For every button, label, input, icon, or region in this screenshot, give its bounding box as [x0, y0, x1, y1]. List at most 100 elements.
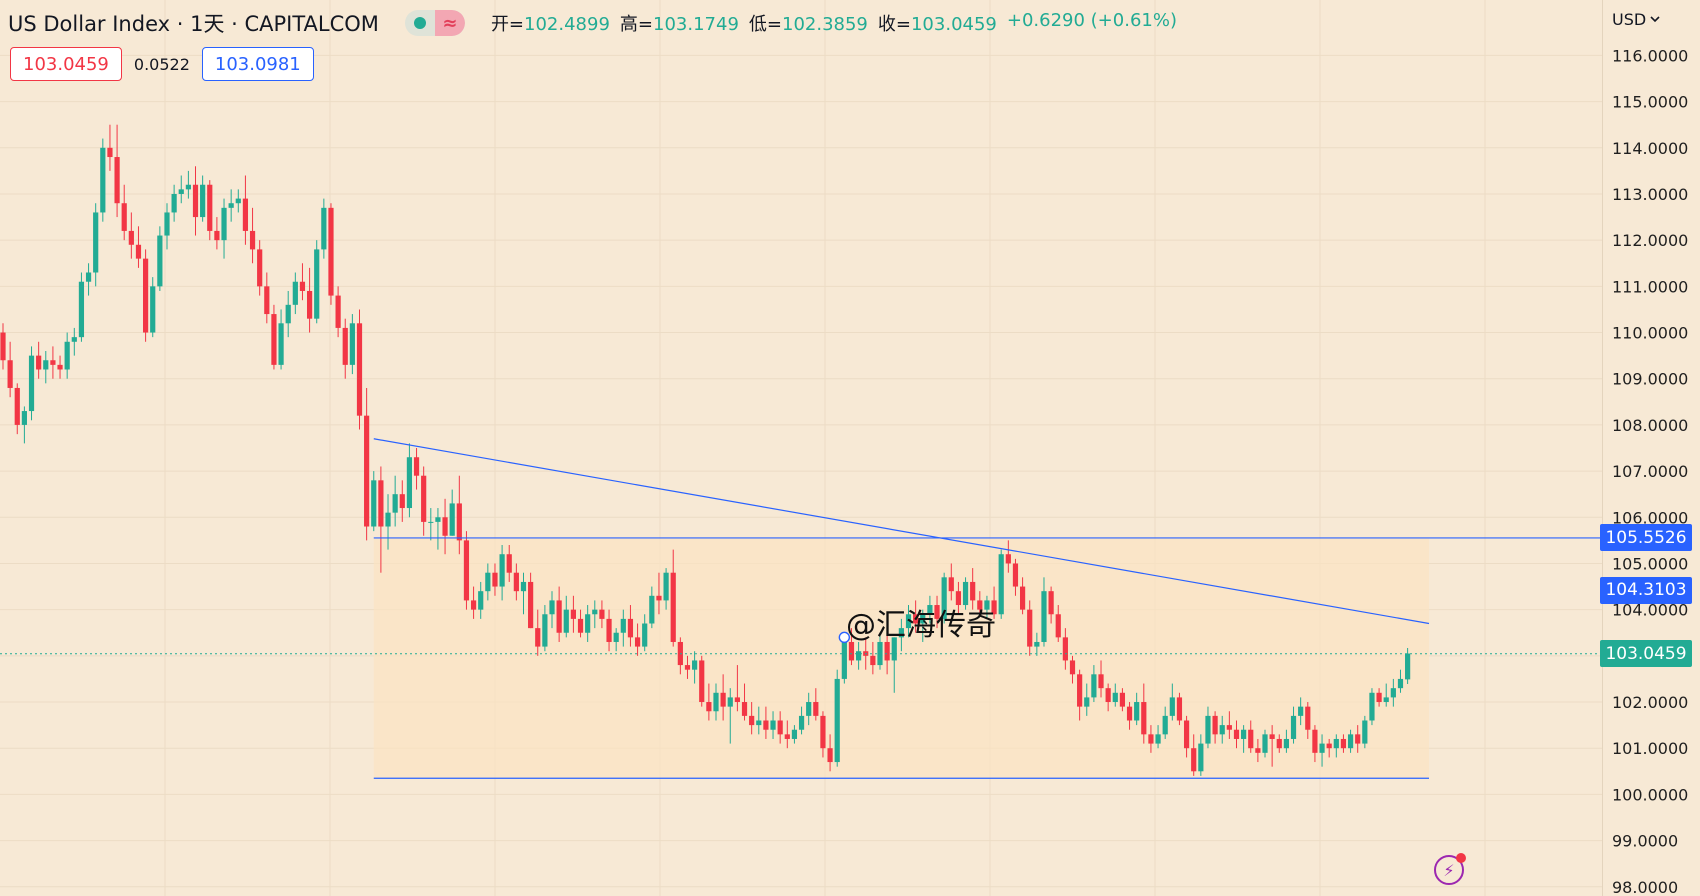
- candle-body: [1333, 738, 1339, 749]
- candle-body: [506, 554, 512, 573]
- candle-body: [663, 572, 669, 601]
- candle-body: [948, 577, 954, 592]
- candle-body: [984, 600, 990, 610]
- candle-body: [1397, 678, 1404, 689]
- candle-body: [1027, 609, 1033, 647]
- candle-body: [606, 618, 612, 642]
- candle-body: [1233, 729, 1240, 739]
- candle-body: [235, 198, 241, 204]
- candle-body: [1205, 715, 1211, 744]
- candle-body: [1405, 653, 1411, 680]
- candle-body: [28, 355, 35, 412]
- candle-body: [0, 332, 6, 361]
- candle-body: [713, 692, 719, 712]
- candle-body: [877, 641, 883, 666]
- candle-body: [328, 207, 334, 296]
- candle-body: [470, 600, 477, 610]
- candle-body: [1376, 692, 1382, 703]
- candle-body: [1005, 554, 1011, 564]
- ohlc-low: 低=102.3859: [748, 14, 868, 35]
- candle-body: [157, 235, 163, 287]
- candle-body: [563, 609, 569, 633]
- candle-body: [413, 457, 420, 476]
- candle-body: [121, 203, 127, 231]
- candle-body: [1276, 738, 1282, 749]
- candle-body: [1098, 674, 1104, 689]
- price-axis: 116.0000 115.0000 114.0000 113.0000 112.0000…: [1612, 46, 1688, 896]
- y-tick-label: 113.0000: [1612, 185, 1688, 204]
- sell-price-button[interactable]: 103.0459: [10, 47, 122, 81]
- candle-body: [406, 457, 413, 509]
- candle-body: [356, 323, 363, 416]
- candle-body: [1183, 720, 1190, 749]
- candle-body: [314, 249, 320, 319]
- currency-selector[interactable]: USD: [1612, 6, 1660, 32]
- candle-body: [934, 605, 940, 619]
- candle-body: [998, 554, 1004, 615]
- header-bar: US Dollar Index · 1天 · CAPITALCOM ≈ 开=10…: [0, 0, 1590, 46]
- candle-body: [1091, 674, 1097, 698]
- candle-body: [143, 258, 149, 333]
- candle-body: [1319, 743, 1325, 753]
- candle-body: [1134, 702, 1140, 721]
- candle-body: [1241, 729, 1247, 739]
- candle-body: [492, 572, 498, 587]
- buy-price-button[interactable]: 103.0981: [201, 47, 314, 81]
- candle-body: [556, 600, 562, 633]
- y-tick-label: 109.0000: [1612, 370, 1688, 389]
- candle-body: [741, 702, 748, 716]
- candle-body: [1383, 697, 1389, 703]
- candle-body: [684, 665, 691, 670]
- candle-body: [777, 720, 783, 735]
- ohlc-high: 高=103.1749: [619, 14, 739, 35]
- candle-body: [71, 337, 77, 342]
- candle-body: [285, 304, 291, 324]
- candle-body: [1019, 586, 1026, 610]
- candle-body: [749, 715, 755, 726]
- flash-icon[interactable]: ⚡: [1434, 853, 1466, 885]
- candle-body: [634, 637, 641, 647]
- y-tick-label: 116.0000: [1612, 46, 1688, 65]
- candle-body: [841, 641, 847, 679]
- candle-body: [207, 184, 213, 231]
- ohlc-legend: 开=102.4899 高=103.1749 低=102.3859 收=103.0…: [491, 10, 1177, 36]
- candle-body: [342, 327, 348, 365]
- candle-body: [478, 591, 484, 610]
- y-tick-label: 105.0000: [1612, 554, 1688, 573]
- market-status-pill[interactable]: ≈: [404, 10, 465, 36]
- market-open-icon[interactable]: [405, 10, 435, 36]
- candle-body: [1283, 738, 1289, 749]
- candle-body: [535, 628, 541, 647]
- candle-body: [1269, 734, 1275, 739]
- candle-body: [1069, 660, 1076, 675]
- candle-body: [627, 618, 634, 638]
- candle-body: [585, 614, 591, 633]
- candle-body: [1369, 692, 1375, 721]
- candle-body: [962, 581, 969, 606]
- candle-body: [670, 572, 676, 642]
- candle-body: [620, 618, 626, 633]
- trendline-price-tag: 104.3103: [1600, 576, 1692, 604]
- anchor-point: [838, 631, 851, 644]
- candle-body: [1298, 706, 1304, 716]
- candle-body: [456, 503, 462, 541]
- candle-body: [249, 230, 256, 250]
- candle-body: [435, 517, 441, 522]
- candle-body: [1305, 706, 1311, 730]
- resistance-price-tag: 105.5526: [1600, 524, 1692, 552]
- candle-body: [1340, 738, 1347, 749]
- delayed-data-icon[interactable]: ≈: [434, 10, 465, 36]
- candle-body: [36, 355, 42, 370]
- candle-body: [164, 212, 170, 236]
- candle-body: [656, 595, 662, 601]
- candle-body: [1198, 743, 1204, 772]
- y-tick-label: 102.0000: [1612, 693, 1688, 712]
- candle-body: [1326, 743, 1332, 749]
- candle-body: [884, 641, 890, 661]
- candle-body: [920, 614, 926, 624]
- symbol-title[interactable]: US Dollar Index · 1天 · CAPITALCOM: [8, 12, 379, 36]
- candle-body: [570, 609, 576, 619]
- candle-body: [485, 572, 491, 592]
